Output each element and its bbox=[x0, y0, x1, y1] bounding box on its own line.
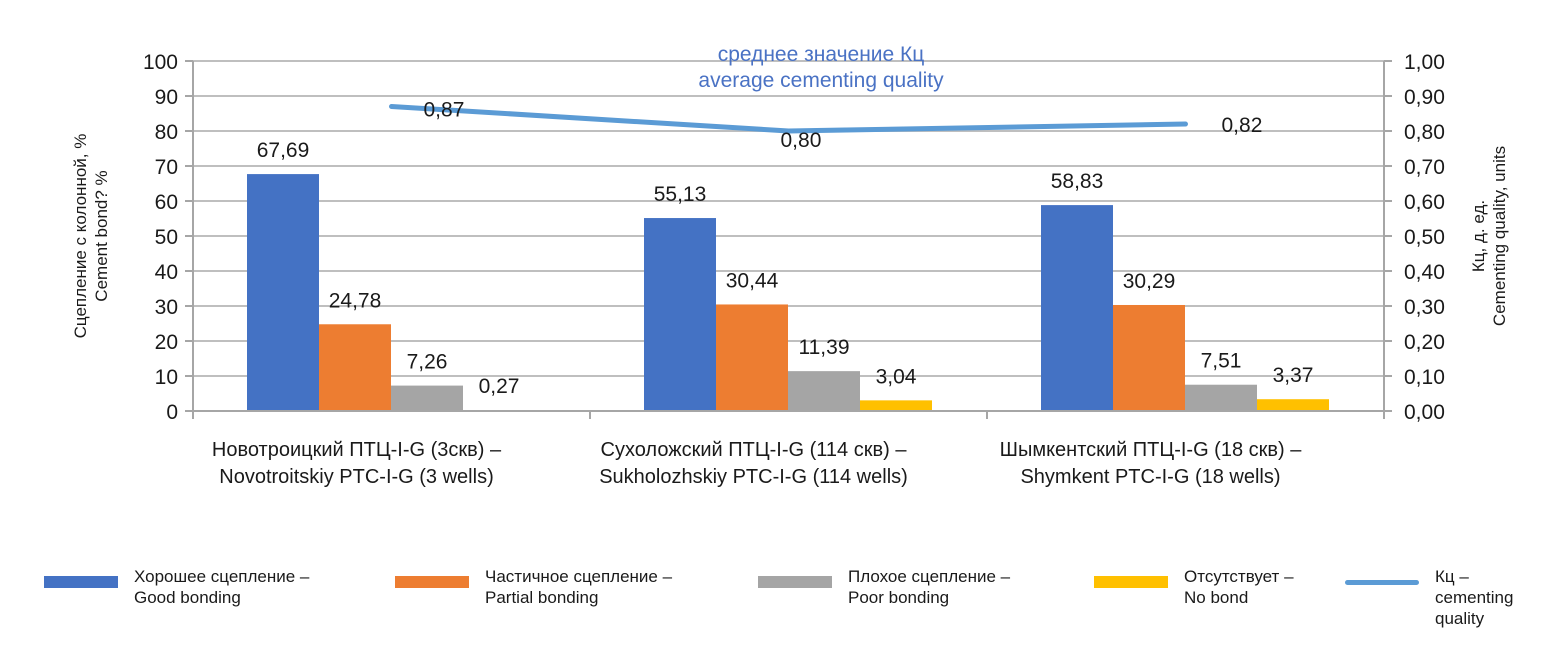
category-label: Сухоложский ПТЦ-I-G (114 скв) – bbox=[601, 439, 908, 461]
left-tick-label: 100 bbox=[143, 51, 178, 74]
bar-value-label: 3,04 bbox=[876, 365, 917, 388]
kc-line bbox=[389, 104, 1188, 134]
kc-point bbox=[788, 130, 789, 132]
right-tick-label: 0,20 bbox=[1404, 331, 1445, 354]
category-label: Novotroitskiy PTC-I-G (3 wells) bbox=[219, 466, 493, 488]
legend-item-good-bonding: Хорошее сцепление – Good bonding bbox=[44, 566, 309, 608]
left-tick-label: 90 bbox=[155, 86, 178, 109]
legend-item-partial-bonding: Частичное сцепление – Partial bonding bbox=[395, 566, 672, 608]
kc-value-label: 0,80 bbox=[781, 129, 822, 152]
left-tick-label: 30 bbox=[155, 296, 178, 319]
category-label: Шымкентский ПТЦ-I-G (18 скв) – bbox=[1000, 439, 1303, 461]
bar-value-label: 11,39 bbox=[799, 336, 850, 359]
axes bbox=[185, 60, 1392, 419]
bar-value-label: 55,13 bbox=[654, 183, 707, 206]
left-tick-label: 70 bbox=[155, 156, 178, 179]
legend-item-poor-bonding: Плохое сцепление – Poor bonding bbox=[758, 566, 1010, 608]
legend-label: Кц – bbox=[1435, 567, 1469, 586]
legend-label: Partial bonding bbox=[485, 588, 599, 607]
bars bbox=[247, 174, 1329, 412]
right-tick-label: 0,50 bbox=[1404, 226, 1445, 249]
gridlines bbox=[193, 60, 1384, 377]
legend: Хорошее сцепление – Good bonding Частичн… bbox=[0, 566, 1561, 646]
right-tick-label: 0,70 bbox=[1404, 156, 1445, 179]
bar bbox=[788, 371, 860, 411]
left-axis-title-line-1: Сцепление с колонной, % bbox=[71, 134, 90, 339]
right-tick-label: 0,40 bbox=[1404, 261, 1445, 284]
category-label: Shymkent PTC-I-G (18 wells) bbox=[1020, 466, 1280, 488]
bar bbox=[1041, 205, 1113, 411]
category-label: Новотроицкий ПТЦ-I-G (3скв) – bbox=[212, 439, 502, 461]
right-tick-label: 1,00 bbox=[1404, 51, 1445, 74]
bar bbox=[1257, 399, 1329, 411]
chart: 67,69 55,13 58,83 24,78 30,44 30,29 7,26 11,39 7… bbox=[71, 43, 1509, 488]
legend-label: Poor bonding bbox=[848, 588, 950, 607]
left-axis-title-line-2: Cement bond? % bbox=[92, 170, 111, 301]
kc-value-label: 0,82 bbox=[1222, 114, 1263, 137]
annotation-line-1: среднее значение Кц bbox=[718, 43, 925, 66]
bar bbox=[1113, 304, 1185, 411]
bar-value-label: 58,83 bbox=[1051, 170, 1104, 193]
right-axis-title-line-2: Cementing quality, units bbox=[1490, 146, 1509, 326]
right-tick-label: 0,30 bbox=[1404, 296, 1445, 319]
bar-value-label: 67,69 bbox=[257, 139, 310, 162]
bar-value-label: 7,26 bbox=[407, 351, 448, 374]
kc-point bbox=[1185, 123, 1186, 125]
bar bbox=[247, 174, 319, 411]
legend-label: cementing bbox=[1435, 588, 1514, 607]
legend-swatch-good bbox=[44, 576, 118, 588]
bar-value-label: 30,44 bbox=[726, 269, 779, 292]
right-tick-label: 0,00 bbox=[1404, 401, 1445, 424]
kc-value-label: 0,87 bbox=[424, 99, 465, 122]
bar bbox=[391, 385, 463, 411]
left-axis-title: Сцепление с колонной, % Cement bond? % bbox=[71, 134, 111, 339]
kc-line-series bbox=[389, 104, 1188, 134]
right-tick-label: 0,60 bbox=[1404, 191, 1445, 214]
right-axis-title: Кц, д. ед. Cementing quality, units bbox=[1469, 146, 1509, 326]
left-tick-label: 10 bbox=[155, 366, 178, 389]
legend-label: quality bbox=[1435, 609, 1485, 628]
left-tick-label: 50 bbox=[155, 226, 178, 249]
left-tick-label: 60 bbox=[155, 191, 178, 214]
legend-swatch-no-bond bbox=[1094, 576, 1168, 588]
bar-value-label: 3,37 bbox=[1273, 364, 1314, 387]
bar bbox=[1185, 384, 1257, 411]
annotation-line-2: average cementing quality bbox=[698, 69, 944, 92]
left-tick-label: 40 bbox=[155, 261, 178, 284]
bar-value-label: 30,29 bbox=[1123, 270, 1176, 293]
bar-value-label: 7,51 bbox=[1201, 350, 1242, 373]
left-tick-label: 80 bbox=[155, 121, 178, 144]
bar bbox=[716, 304, 788, 411]
data-labels: 67,69 55,13 58,83 24,78 30,44 30,29 7,26 11,39 7… bbox=[257, 99, 1314, 399]
legend-swatch-poor bbox=[758, 576, 832, 588]
legend-label: Отсутствует – bbox=[1184, 567, 1294, 586]
legend-label: Плохое сцепление – bbox=[848, 567, 1011, 586]
legend-label: Good bonding bbox=[134, 588, 241, 607]
legend-label: No bond bbox=[1184, 588, 1249, 607]
category-labels: Новотроицкий ПТЦ-I-G (3скв) – Novotroitsk… bbox=[212, 439, 1302, 488]
right-tick-label: 0,10 bbox=[1404, 366, 1445, 389]
left-tick-label: 20 bbox=[155, 331, 178, 354]
bar-value-label: 24,78 bbox=[329, 289, 382, 312]
right-axis-title-line-1: Кц, д. ед. bbox=[1469, 200, 1488, 272]
bar-value-label: 0,27 bbox=[479, 375, 520, 398]
legend-label: Частичное сцепление – bbox=[485, 567, 673, 586]
left-axis-ticks: 0 10 20 30 40 50 60 70 80 90 100 bbox=[143, 51, 178, 424]
right-axis-ticks: 0,00 0,10 0,20 0,30 0,40 0,50 0,60 0,70 0,80 0,90… bbox=[1404, 51, 1445, 424]
bar bbox=[860, 400, 932, 411]
legend-swatch-kc-line bbox=[1345, 580, 1419, 585]
legend-item-no-bond: Отсутствует – No bond bbox=[1094, 566, 1294, 608]
category-label: Sukholozhskiy PTC-I-G (114 wells) bbox=[599, 466, 908, 488]
kc-point bbox=[391, 106, 392, 107]
right-tick-label: 0,90 bbox=[1404, 86, 1445, 109]
bar bbox=[644, 218, 716, 411]
legend-label: Хорошее сцепление – bbox=[134, 567, 310, 586]
legend-swatch-partial bbox=[395, 576, 469, 588]
legend-item-kc: Кц – cementing quality bbox=[1345, 566, 1513, 629]
left-tick-label: 0 bbox=[166, 401, 178, 424]
right-tick-label: 0,80 bbox=[1404, 121, 1445, 144]
bar bbox=[319, 324, 391, 411]
